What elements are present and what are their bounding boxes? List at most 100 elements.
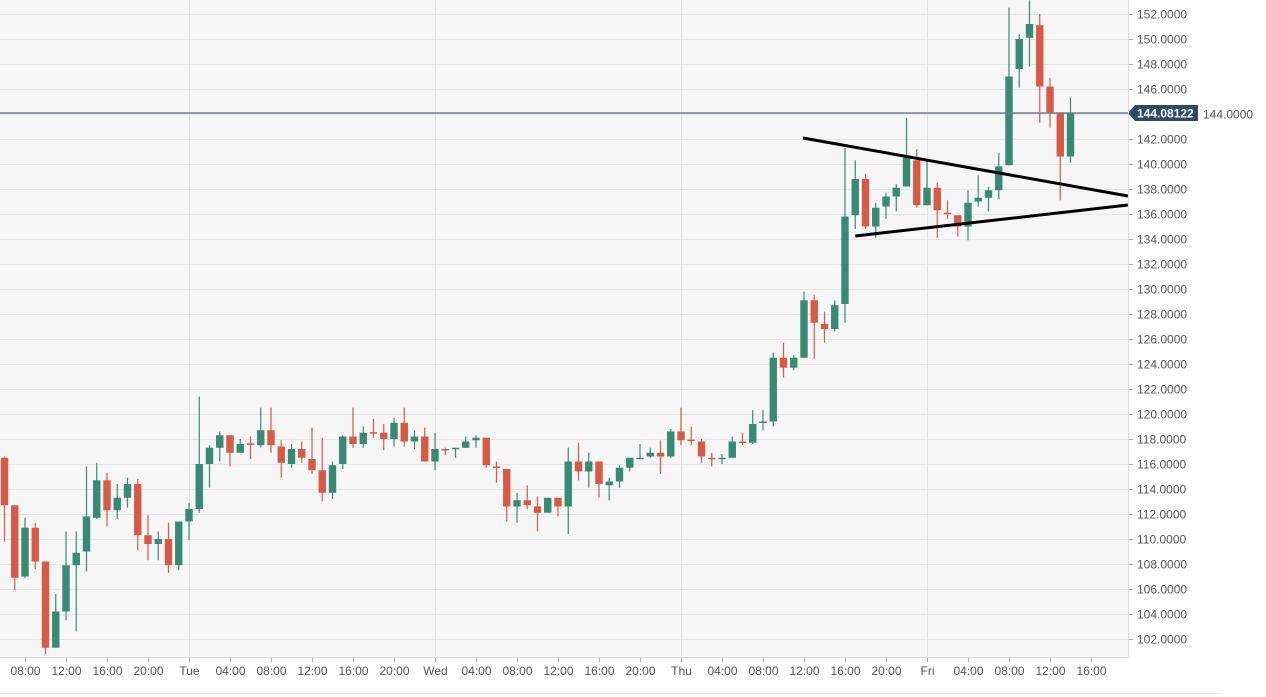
candle-body [175, 521, 183, 566]
candle-up [923, 160, 931, 206]
candle-body [308, 459, 316, 471]
candle-body [677, 431, 685, 441]
candle-body [462, 441, 470, 448]
y-tick-label: 116.0000 [1137, 458, 1186, 472]
candle-body [451, 447, 460, 450]
candles [0, 0, 1075, 654]
candle-down [810, 295, 818, 359]
candle-up [257, 407, 265, 448]
candle-body [779, 357, 788, 368]
candle-body [349, 436, 357, 444]
candle-up [605, 477, 613, 501]
candle-up [902, 117, 911, 187]
candle-up [339, 435, 347, 469]
candle-down [41, 561, 50, 654]
plot-area [0, 0, 1128, 657]
candle-body [984, 190, 993, 198]
candle-up [21, 517, 29, 578]
x-tick-label: Wed [423, 664, 447, 678]
candle-body [154, 539, 162, 544]
candle-up [759, 410, 767, 431]
candle-up [328, 461, 337, 499]
y-tick-label: 136.0000 [1137, 208, 1187, 222]
candle-down [554, 497, 562, 517]
candle-body [1056, 112, 1064, 157]
candle-up [175, 521, 183, 571]
candle-body [123, 484, 132, 498]
candle-body [195, 464, 203, 509]
candle-body [605, 481, 613, 486]
y-tick-label: 126.0000 [1137, 333, 1187, 347]
candle-up [431, 432, 439, 471]
x-tick-label: 16:00 [830, 664, 860, 678]
x-tick-label: 16:00 [1076, 664, 1106, 678]
candle-body [810, 300, 818, 323]
candle-body [1066, 113, 1075, 157]
current-price-badge [1128, 104, 1198, 121]
candle-down [1046, 77, 1054, 128]
candle-up [667, 429, 675, 458]
y-tick-label: 150.0000 [1137, 33, 1187, 47]
x-tick-label: 08:00 [994, 664, 1024, 678]
candle-down [1036, 14, 1044, 123]
candle-up [728, 436, 736, 458]
candle-up [626, 457, 634, 472]
candle-up [718, 454, 726, 464]
candle-body [544, 497, 552, 513]
candle-body [62, 565, 70, 612]
candle-down [277, 440, 285, 478]
candle-down [738, 432, 747, 446]
candle-body [93, 480, 101, 518]
candle-body [390, 422, 398, 439]
candle-body [513, 500, 521, 507]
candle-down [298, 441, 306, 463]
candle-body [1005, 76, 1013, 166]
candle-up [195, 396, 203, 513]
current-price-label: 144.08122 [1137, 106, 1194, 120]
y-tick-label: 130.0000 [1137, 283, 1187, 297]
y-tick-label: 114.0000 [1137, 483, 1186, 497]
candle-body [882, 196, 890, 207]
candle-body [749, 424, 757, 443]
candle-body [841, 216, 849, 304]
candle-body [1046, 86, 1054, 113]
x-tick-label: 08:00 [502, 664, 532, 678]
candle-body [656, 452, 665, 457]
x-tick-label: 16:00 [92, 664, 122, 678]
candle-up [1005, 7, 1013, 166]
candle-body [1025, 24, 1034, 38]
x-axis: 08:00 12:00 16:00 20:00 Tue 04:00 08:00 12:00 16… [10, 657, 1107, 678]
candle-body [185, 509, 193, 522]
x-tick-label: 04:00 [461, 664, 491, 678]
x-tick-label: 04:00 [215, 664, 245, 678]
y-tick-label: 138.0000 [1137, 183, 1187, 197]
candle-body [144, 535, 152, 544]
candle-body [318, 470, 326, 493]
candle-down [533, 496, 542, 532]
candle-body [554, 497, 562, 507]
candle-body [359, 432, 367, 444]
candle-body [134, 484, 142, 536]
x-tick-label: Thu [671, 664, 692, 678]
candle-up [359, 426, 367, 448]
candle-up [472, 435, 480, 448]
candle-up [841, 147, 849, 323]
candle-down [441, 447, 449, 456]
lower-trendline [855, 203, 1129, 238]
candle-up [185, 502, 193, 541]
candle-down [31, 522, 39, 569]
candle-up [72, 531, 80, 632]
candle-body [769, 357, 777, 422]
candle-up [123, 477, 132, 508]
candle-down [687, 426, 695, 446]
y-tick-label: 102.0000 [1137, 633, 1187, 647]
candle-body [759, 421, 767, 423]
candle-down [954, 215, 962, 237]
candle-up [154, 531, 162, 561]
candle-up [831, 300, 839, 332]
candle-body [820, 324, 829, 329]
candle-body [298, 449, 306, 458]
candle-body [246, 443, 255, 445]
candle-up [513, 492, 521, 523]
